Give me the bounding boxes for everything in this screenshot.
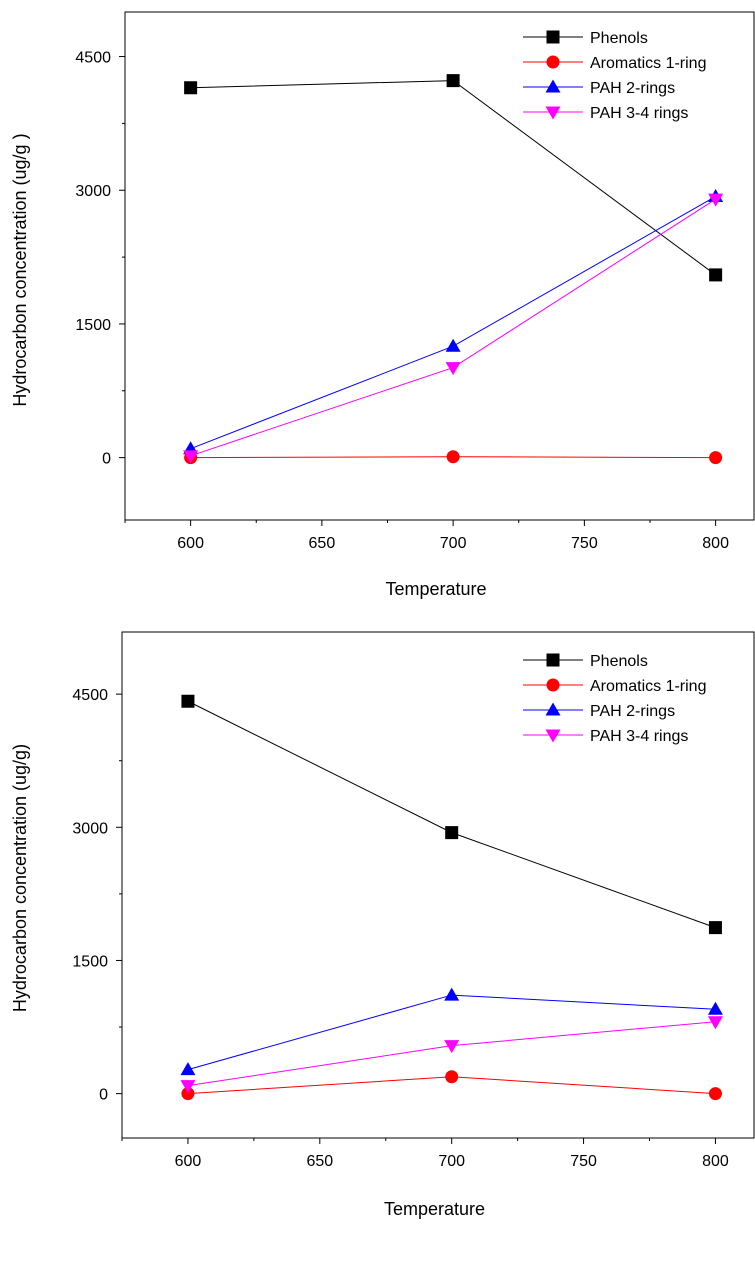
y-tick-label: 0 bbox=[99, 1087, 108, 1104]
plot-frame bbox=[124, 11, 755, 521]
legend-label: Phenols bbox=[590, 30, 648, 47]
chart-2: 0 1500 3000 4500 600 650 700 750 800 Temperature H… bbox=[10, 631, 755, 1219]
y-axis-title: Hydrocarbon concentration (ug/g) bbox=[10, 744, 30, 1012]
series-line bbox=[190, 198, 716, 457]
y-tick-label: 4500 bbox=[72, 687, 108, 704]
data-point bbox=[709, 268, 723, 282]
data-point bbox=[446, 74, 460, 88]
legend-marker bbox=[546, 653, 560, 667]
plot-frame bbox=[121, 631, 755, 1139]
y-tick-label: 1500 bbox=[75, 317, 111, 334]
legend: Phenols Aromatics 1-ring PAH 2-rings PAH 3-… bbox=[523, 30, 706, 122]
y-tick-label: 3000 bbox=[75, 183, 111, 200]
series-aromatics-1-ring bbox=[181, 1070, 722, 1101]
y-tick-label: 0 bbox=[102, 451, 111, 468]
x-axis-title: Temperature bbox=[385, 579, 486, 599]
x-tick-label: 700 bbox=[438, 1153, 465, 1170]
legend-label: Aromatics 1-ring bbox=[590, 678, 706, 695]
data-point bbox=[708, 921, 722, 935]
series-pah-3-4-rings bbox=[180, 1016, 723, 1094]
y-tick-label: 3000 bbox=[72, 820, 108, 837]
data-point bbox=[445, 1070, 459, 1084]
data-point bbox=[184, 81, 198, 95]
series-phenols bbox=[181, 694, 722, 935]
series-pah-2-rings bbox=[183, 188, 724, 455]
series-phenols bbox=[184, 74, 723, 282]
series-pah-3-4-rings bbox=[183, 193, 724, 464]
data-point bbox=[445, 826, 459, 840]
y-axis-title: Hydrocarbon concentration (ug/g ) bbox=[10, 133, 30, 406]
data-point bbox=[708, 1087, 722, 1101]
legend: Phenols Aromatics 1-ring PAH 2-rings PAH 3-… bbox=[523, 653, 706, 745]
data-point bbox=[183, 450, 199, 464]
x-tick-label: 600 bbox=[175, 1153, 202, 1170]
x-tick-label: 700 bbox=[440, 535, 467, 552]
x-tick-label: 750 bbox=[571, 535, 598, 552]
series-line bbox=[187, 994, 716, 1071]
legend-marker bbox=[545, 729, 561, 743]
data-point bbox=[181, 694, 195, 708]
legend-marker bbox=[545, 79, 561, 93]
legend-label: Phenols bbox=[590, 653, 648, 670]
data-point bbox=[444, 1040, 460, 1054]
data-point bbox=[181, 1087, 195, 1101]
data-point bbox=[445, 362, 461, 376]
legend-label: PAH 2-rings bbox=[590, 80, 675, 97]
x-tick-label: 650 bbox=[306, 1153, 333, 1170]
data-point bbox=[180, 1080, 196, 1094]
data-point bbox=[707, 1001, 723, 1015]
data-point bbox=[180, 1062, 196, 1076]
data-point bbox=[709, 451, 723, 465]
legend-label: Aromatics 1-ring bbox=[590, 55, 706, 72]
x-tick-label: 800 bbox=[702, 1153, 729, 1170]
legend-label: PAH 3-4 rings bbox=[590, 105, 688, 122]
data-point bbox=[445, 338, 461, 352]
legend-label: PAH 2-rings bbox=[590, 703, 675, 720]
legend-marker bbox=[545, 106, 561, 120]
legend-marker bbox=[546, 30, 560, 44]
legend-marker bbox=[545, 702, 561, 716]
legend-marker bbox=[546, 55, 560, 69]
x-tick-label: 750 bbox=[570, 1153, 597, 1170]
data-point bbox=[446, 450, 460, 464]
series-aromatics-1-ring bbox=[184, 450, 723, 465]
y-tick-label: 4500 bbox=[75, 50, 111, 67]
data-point bbox=[707, 1016, 723, 1030]
x-tick-label: 800 bbox=[702, 535, 729, 552]
series-pah-2-rings bbox=[180, 987, 723, 1076]
chart-1: 0 1500 3000 4500 600 650 700 750 800 Temperature H… bbox=[10, 11, 755, 599]
data-point bbox=[444, 987, 460, 1001]
x-axis-title: Temperature bbox=[384, 1199, 485, 1219]
series-line bbox=[190, 196, 716, 450]
data-point bbox=[708, 193, 724, 207]
y-tick-label: 1500 bbox=[72, 953, 108, 970]
x-tick-label: 600 bbox=[177, 535, 204, 552]
legend-label: PAH 3-4 rings bbox=[590, 728, 688, 745]
legend-marker bbox=[546, 678, 560, 692]
x-tick-label: 650 bbox=[309, 535, 336, 552]
